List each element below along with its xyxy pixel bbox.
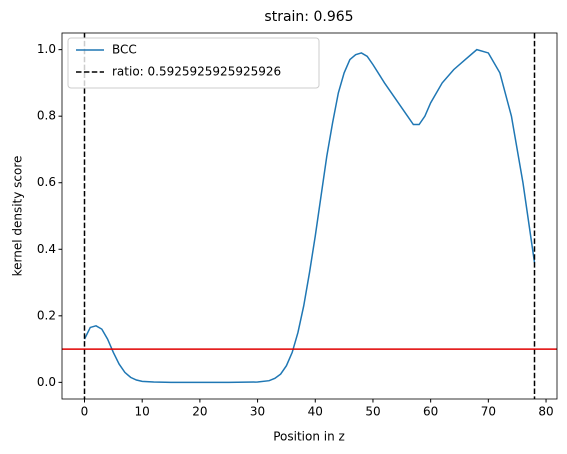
x-tick-label: 10 xyxy=(135,405,150,419)
x-tick-label: 60 xyxy=(423,405,438,419)
chart-title: strain: 0.965 xyxy=(264,9,353,25)
y-tick-label: 0.6 xyxy=(37,175,56,189)
y-tick-label: 0.8 xyxy=(37,109,56,123)
axes-frame xyxy=(61,32,558,400)
x-tick-label: 30 xyxy=(250,405,265,419)
x-axis-label: Position in z xyxy=(273,430,345,444)
y-tick-label: 0.4 xyxy=(37,242,56,256)
y-tick-label: 1.0 xyxy=(37,42,56,56)
x-tick-label: 20 xyxy=(192,405,207,419)
legend-label: ratio: 0.5925925925925926 xyxy=(112,65,281,79)
y-tick-label: 0.0 xyxy=(37,375,56,389)
x-tick-label: 50 xyxy=(365,405,380,419)
x-tick-label: 80 xyxy=(538,405,553,419)
y-axis-label: kernel density score xyxy=(11,156,25,277)
y-tick-label: 0.2 xyxy=(37,308,56,322)
data-line xyxy=(83,48,536,384)
x-tick-label: 70 xyxy=(481,405,496,419)
legend-label: BCC xyxy=(112,43,137,57)
x-tick-label: 0 xyxy=(81,405,89,419)
x-tick-label: 40 xyxy=(308,405,323,419)
legend-box xyxy=(67,37,320,89)
